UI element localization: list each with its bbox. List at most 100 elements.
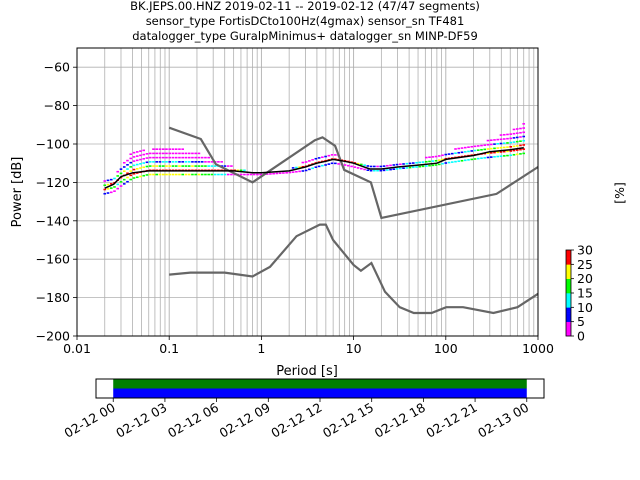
colorbar-cell [566,334,571,337]
density-cell [197,165,201,167]
density-cell [161,156,165,159]
density-cell [288,171,292,174]
density-cell [399,163,402,166]
density-cell [363,164,366,167]
noise-model-line [169,223,539,315]
density-cell [506,146,509,148]
density-cell [155,152,159,155]
density-cell [304,169,308,172]
density-cell [489,143,493,146]
density-cell [457,147,461,150]
density-cell [499,134,503,136]
density-cell [158,156,162,159]
density-cell [204,161,207,163]
colorbar-tick-label: 10 [577,300,593,315]
density-cell [360,167,363,170]
density-cell [356,167,360,169]
density-cell [522,152,526,155]
density-cell [428,164,431,167]
colorbar-cell [566,291,571,294]
y-tick-label: −180 [36,290,70,305]
density-cell [460,159,464,162]
time-tick-label: 02-12 21 [423,400,479,441]
density-cell [411,162,415,164]
density-cell [499,146,503,149]
density-cell [486,139,490,142]
colorbar-tick-label: 30 [577,243,593,258]
density-cell [515,140,519,143]
density-cell [191,161,194,163]
density-cell [337,163,340,165]
density-cell [155,156,159,159]
density-cell [129,166,133,168]
density-cell [470,145,474,148]
colorbar-cell [566,298,571,301]
colorbar-cell [566,313,571,315]
density-cell [506,133,509,136]
density-cell [308,168,311,171]
density-cell [152,148,155,150]
density-cell [496,147,500,149]
colorbar-cell [566,281,571,284]
density-cell [376,165,379,168]
colorbar-cell [566,324,571,327]
density-cell [463,146,467,149]
colorbar-tick-label: 15 [577,286,593,301]
density-cell [499,142,503,145]
density-cell [493,143,496,145]
time-tick-label: 02-12 03 [113,400,169,441]
density-cell [148,156,152,159]
colorbar-tick-label: 25 [577,257,593,272]
density-cell [373,165,376,168]
density-cell [382,165,386,167]
density-cell [204,156,207,159]
density-cell [174,148,178,150]
density-cell [308,160,311,162]
density-cell [152,173,155,176]
density-cell [509,133,513,135]
density-cell [431,156,435,158]
density-cell [496,138,500,141]
density-cell [519,131,522,134]
density-cell [158,165,162,167]
colorbar-tick-label: 0 [577,329,585,344]
density-cell [135,167,139,170]
density-cell [145,174,149,176]
density-cell [330,154,334,156]
density-cell [158,173,162,176]
density-cell [236,169,240,172]
density-cell [515,145,519,147]
noise-model-line [168,126,539,220]
density-cell [515,153,519,156]
time-tick-label: 02-13 00 [475,400,531,441]
density-cell [363,168,366,171]
density-cell [476,145,480,147]
density-cell [421,161,425,163]
density-cell [457,160,461,163]
density-cell [502,146,506,149]
colorbar-cell [566,314,571,317]
density-cell [119,172,123,175]
density-cell [129,153,133,155]
density-cell [285,171,288,174]
density-cell [249,173,253,176]
density-cell [506,137,509,140]
density-cell [373,169,376,172]
density-cell [194,165,197,167]
density-cell [317,157,321,159]
density-cell [522,148,526,150]
colorbar-cell [566,325,571,328]
colorbar-cell [566,257,571,259]
density-cell [399,167,402,170]
density-cell [106,187,110,190]
colorbar-cell [566,308,571,311]
density-cell [509,141,513,144]
density-cell [184,152,188,155]
x-axis-label: Period [s] [276,364,338,379]
density-cell [431,164,435,167]
density-cell [200,156,204,159]
x-ticks: 0.01 0.1 1 10 100 1000 [63,336,554,356]
colorbar-cell [566,262,571,265]
